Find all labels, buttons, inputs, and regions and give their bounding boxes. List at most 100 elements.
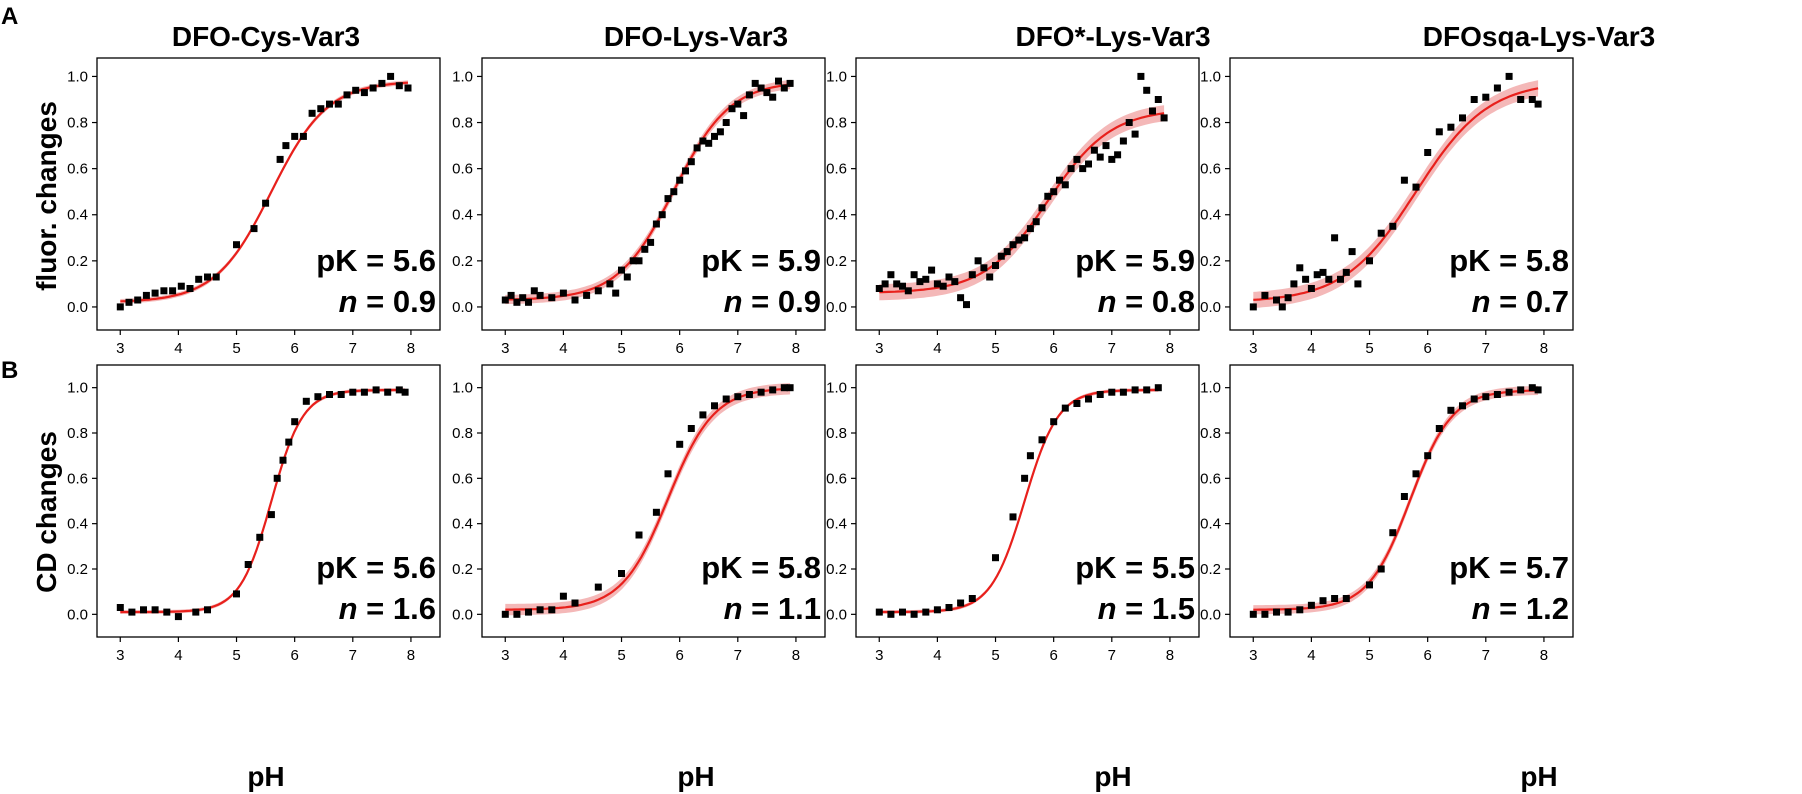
data-point bbox=[513, 610, 521, 618]
data-point bbox=[1412, 470, 1420, 478]
data-point bbox=[1447, 406, 1455, 414]
plot-frame bbox=[1229, 364, 1574, 638]
y-tick-label: 0.2 bbox=[1200, 561, 1221, 578]
data-point bbox=[1261, 291, 1269, 299]
confidence-band bbox=[1253, 80, 1539, 308]
y-tick-label: 0.8 bbox=[1200, 115, 1221, 132]
data-point bbox=[606, 280, 614, 288]
data-point bbox=[1296, 264, 1304, 272]
data-point bbox=[992, 554, 999, 562]
y-tick-label: 0.8 bbox=[826, 115, 847, 132]
data-point bbox=[875, 608, 883, 616]
x-tick-label: 5 bbox=[991, 647, 999, 664]
data-point bbox=[734, 100, 742, 108]
x-tick-label: 3 bbox=[875, 647, 883, 664]
data-point bbox=[583, 291, 591, 299]
data-point bbox=[1073, 155, 1081, 163]
data-point bbox=[387, 72, 395, 80]
chart-2: 3 4 5 6 7 8 0.0 0.2 0.4 0.6 0.8 1.0 pK = 5.9 n = 0.9 bbox=[452, 57, 826, 357]
data-point bbox=[1160, 114, 1168, 122]
data-point bbox=[910, 271, 918, 279]
y-tick-label: 0.0 bbox=[826, 606, 847, 623]
n-symbol: n bbox=[1472, 284, 1491, 319]
x-tick-label: 5 bbox=[1365, 340, 1373, 357]
data-point bbox=[1517, 386, 1525, 394]
data-point bbox=[273, 474, 281, 482]
data-point bbox=[1108, 155, 1116, 163]
data-point bbox=[372, 386, 380, 394]
data-point bbox=[963, 301, 970, 309]
data-point bbox=[664, 470, 672, 478]
data-point bbox=[1424, 452, 1432, 460]
plot-frame bbox=[855, 57, 1200, 331]
data-point bbox=[1096, 391, 1104, 398]
n-symbol: n bbox=[1098, 591, 1117, 626]
data-point bbox=[559, 289, 567, 297]
n-symbol: n bbox=[1472, 591, 1491, 626]
data-point bbox=[676, 176, 684, 184]
data-point bbox=[1125, 119, 1133, 126]
data-point bbox=[1009, 241, 1017, 249]
confidence-band bbox=[879, 105, 1165, 301]
data-point bbox=[887, 271, 895, 279]
x-tick-label: 7 bbox=[734, 340, 742, 357]
data-point bbox=[635, 531, 643, 539]
data-point bbox=[722, 119, 730, 126]
data-point bbox=[1435, 128, 1443, 136]
data-point bbox=[1154, 96, 1162, 103]
data-point bbox=[786, 79, 794, 87]
pk-annotation: pK = 5.8 bbox=[701, 550, 821, 585]
x-tick-label: 7 bbox=[1482, 340, 1490, 357]
data-point bbox=[716, 128, 724, 136]
y-tick-label: 0.8 bbox=[452, 115, 473, 132]
n-symbol: n bbox=[339, 284, 358, 319]
data-point bbox=[652, 508, 660, 516]
x-tick-label: 4 bbox=[559, 340, 567, 357]
y-tick-label: 0.8 bbox=[1200, 425, 1221, 442]
data-point bbox=[957, 599, 965, 607]
y-tick-label: 0.2 bbox=[826, 253, 847, 270]
y-tick-label: 1.0 bbox=[67, 380, 88, 397]
data-point bbox=[378, 79, 386, 87]
x-axis-label-4: pH bbox=[1520, 761, 1557, 792]
n-annotation: n = 0.9 bbox=[724, 284, 821, 319]
data-point bbox=[1067, 165, 1075, 173]
data-point bbox=[658, 211, 666, 219]
pk-annotation: pK = 5.9 bbox=[1075, 243, 1195, 278]
data-point bbox=[682, 167, 689, 175]
data-point bbox=[1061, 404, 1069, 412]
chart-4: 3 4 5 6 7 8 0.0 0.2 0.4 0.6 0.8 1.0 pK = 5.8 n = 0.7 bbox=[1200, 57, 1574, 357]
data-point bbox=[769, 386, 777, 394]
y-tick-label: 0.0 bbox=[452, 299, 473, 316]
data-point bbox=[151, 289, 159, 297]
data-point bbox=[192, 608, 200, 616]
data-point bbox=[536, 606, 544, 614]
data-point bbox=[1119, 137, 1127, 145]
panel-letter-a: A bbox=[1, 3, 18, 30]
data-point bbox=[647, 238, 655, 246]
x-axis-label-3: pH bbox=[1094, 761, 1131, 792]
x-tick-label: 4 bbox=[1307, 340, 1315, 357]
data-point bbox=[349, 388, 357, 396]
data-point bbox=[623, 273, 631, 281]
data-point bbox=[1493, 84, 1501, 92]
data-point bbox=[1143, 386, 1151, 394]
x-tick-label: 3 bbox=[1249, 647, 1257, 664]
y-tick-label: 0.4 bbox=[452, 516, 473, 533]
chart-5: 3 4 5 6 7 8 0.0 0.2 0.4 0.6 0.8 1.0 pK = 5.6 n = 1.6 bbox=[67, 364, 441, 664]
y-tick-label: 0.4 bbox=[826, 207, 847, 224]
data-point bbox=[1090, 146, 1098, 154]
data-point bbox=[1102, 142, 1110, 150]
data-point bbox=[618, 570, 625, 577]
data-point bbox=[745, 91, 753, 99]
data-point bbox=[1313, 271, 1321, 279]
x-tick-label: 7 bbox=[1108, 647, 1116, 664]
x-tick-label: 4 bbox=[559, 647, 567, 664]
data-point bbox=[641, 245, 649, 253]
x-tick-label: 4 bbox=[1307, 647, 1315, 664]
data-point bbox=[125, 298, 133, 306]
data-point bbox=[664, 195, 672, 203]
data-point bbox=[699, 411, 707, 419]
x-tick-label: 3 bbox=[116, 647, 124, 664]
data-point bbox=[291, 418, 299, 426]
